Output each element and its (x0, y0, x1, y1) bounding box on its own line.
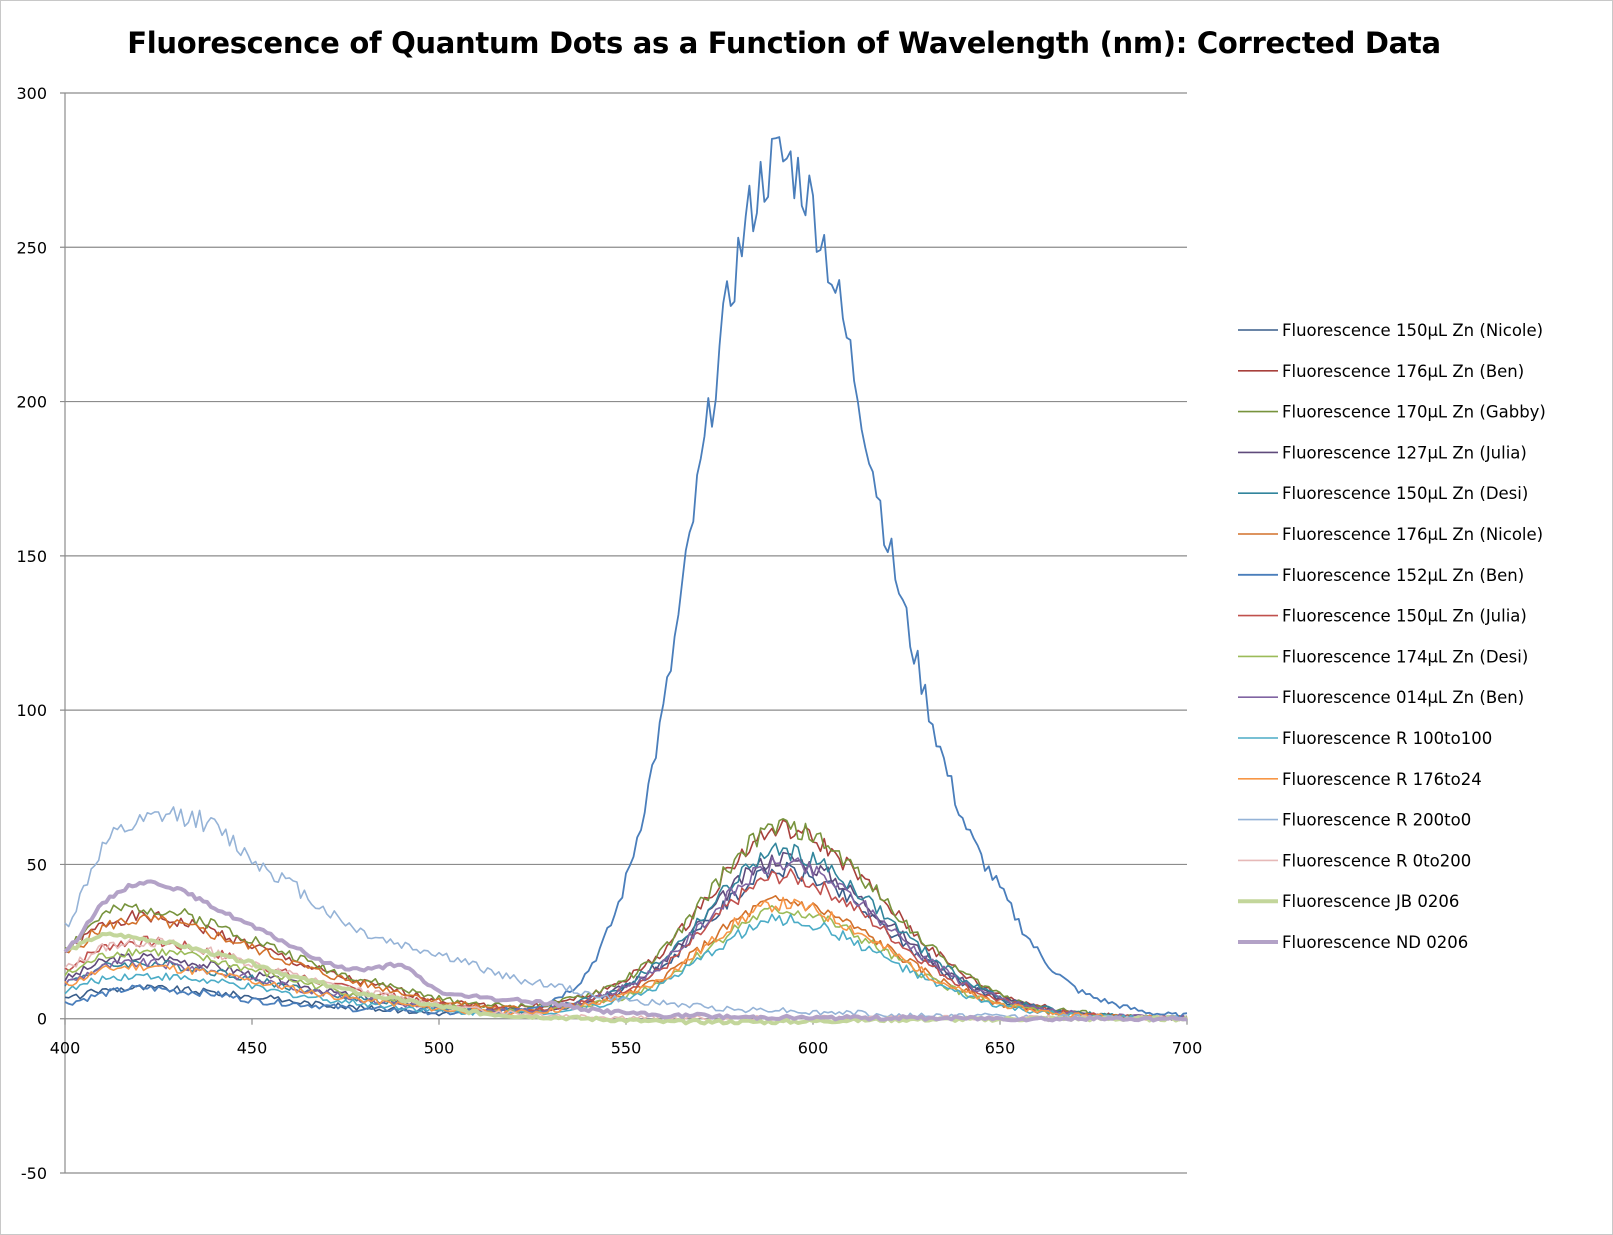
legend-item: Fluorescence 174µL Zn (Desi) (1238, 647, 1528, 666)
legend-label: Fluorescence R 0to200 (1282, 851, 1471, 870)
legend-item: Fluorescence 176µL Zn (Nicole) (1238, 525, 1543, 544)
legend-label: Fluorescence 176µL Zn (Ben) (1282, 362, 1524, 381)
x-tick-label: 700 (1172, 1039, 1203, 1058)
legend-item: Fluorescence 150µL Zn (Nicole) (1238, 321, 1543, 340)
y-tick-label: 150 (16, 547, 47, 566)
x-tick-label: 500 (424, 1039, 455, 1058)
series-line-6 (64, 136, 1188, 1019)
y-tick-label: 100 (16, 701, 47, 720)
y-tick-label: 300 (16, 84, 47, 103)
y-tick-label: 50 (27, 855, 47, 874)
legend: Fluorescence 150µL Zn (Nicole) Fluorescen… (1238, 321, 1546, 952)
legend-label: Fluorescence 014µL Zn (Ben) (1282, 688, 1524, 707)
series-line-4 (64, 842, 1188, 1021)
series-line-15 (63, 879, 1188, 1023)
y-tick-label: 0 (37, 1010, 47, 1029)
legend-item: Fluorescence ND 0206 (1238, 933, 1468, 952)
tick-labels: -50 0 50 100 150 200 250 300 400 450 500 550 600 650 7… (16, 84, 1202, 1183)
y-tick-label: 250 (16, 238, 47, 257)
x-tick-label: 600 (798, 1039, 829, 1058)
axes (64, 93, 1188, 1173)
x-tick-label: 450 (237, 1039, 268, 1058)
legend-item: Fluorescence 150µL Zn (Desi) (1238, 484, 1528, 503)
legend-item: Fluorescence 150µL Zn (Julia) (1238, 607, 1527, 626)
series-line-12 (64, 806, 1188, 1022)
legend-item: Fluorescence 152µL Zn (Ben) (1238, 566, 1524, 585)
x-tick-label: 650 (985, 1039, 1016, 1058)
legend-item: Fluorescence R 0to200 (1238, 851, 1471, 870)
legend-item: Fluorescence R 200to0 (1238, 811, 1471, 830)
y-tick-label: -50 (21, 1164, 47, 1183)
legend-label: Fluorescence 150µL Zn (Desi) (1282, 484, 1528, 503)
legend-label: Fluorescence 152µL Zn (Ben) (1282, 566, 1524, 585)
legend-label: Fluorescence 170µL Zn (Gabby) (1282, 403, 1546, 422)
legend-item: Fluorescence 014µL Zn (Ben) (1238, 688, 1524, 707)
x-tick-label: 550 (611, 1039, 642, 1058)
legend-label: Fluorescence JB 0206 (1282, 892, 1459, 911)
legend-item: Fluorescence 176µL Zn (Ben) (1238, 362, 1524, 381)
y-tick-label: 200 (16, 393, 47, 412)
legend-item: Fluorescence JB 0206 (1238, 892, 1459, 911)
chart-title: Fluorescence of Quantum Dots as a Functi… (127, 26, 1441, 60)
legend-item: Fluorescence R 100to100 (1238, 729, 1492, 748)
series-line-9 (64, 856, 1188, 1021)
legend-label: Fluorescence ND 0206 (1282, 933, 1468, 952)
legend-label: Fluorescence 174µL Zn (Desi) (1282, 647, 1528, 666)
legend-label: Fluorescence R 200to0 (1282, 811, 1471, 830)
series-lines (63, 136, 1189, 1026)
legend-label: Fluorescence 176µL Zn (Nicole) (1282, 525, 1543, 544)
legend-item: Fluorescence R 176to24 (1238, 770, 1482, 789)
legend-label: Fluorescence R 100to100 (1282, 729, 1492, 748)
x-tick-label: 400 (50, 1039, 81, 1058)
legend-label: Fluorescence 150µL Zn (Julia) (1282, 607, 1527, 626)
legend-label: Fluorescence 150µL Zn (Nicole) (1282, 321, 1543, 340)
legend-label: Fluorescence 127µL Zn (Julia) (1282, 443, 1527, 462)
series-line-2 (64, 818, 1188, 1021)
legend-item: Fluorescence 170µL Zn (Gabby) (1238, 403, 1546, 422)
legend-label: Fluorescence R 176to24 (1282, 770, 1482, 789)
legend-item: Fluorescence 127µL Zn (Julia) (1238, 443, 1527, 462)
series-line-11 (64, 896, 1188, 1022)
